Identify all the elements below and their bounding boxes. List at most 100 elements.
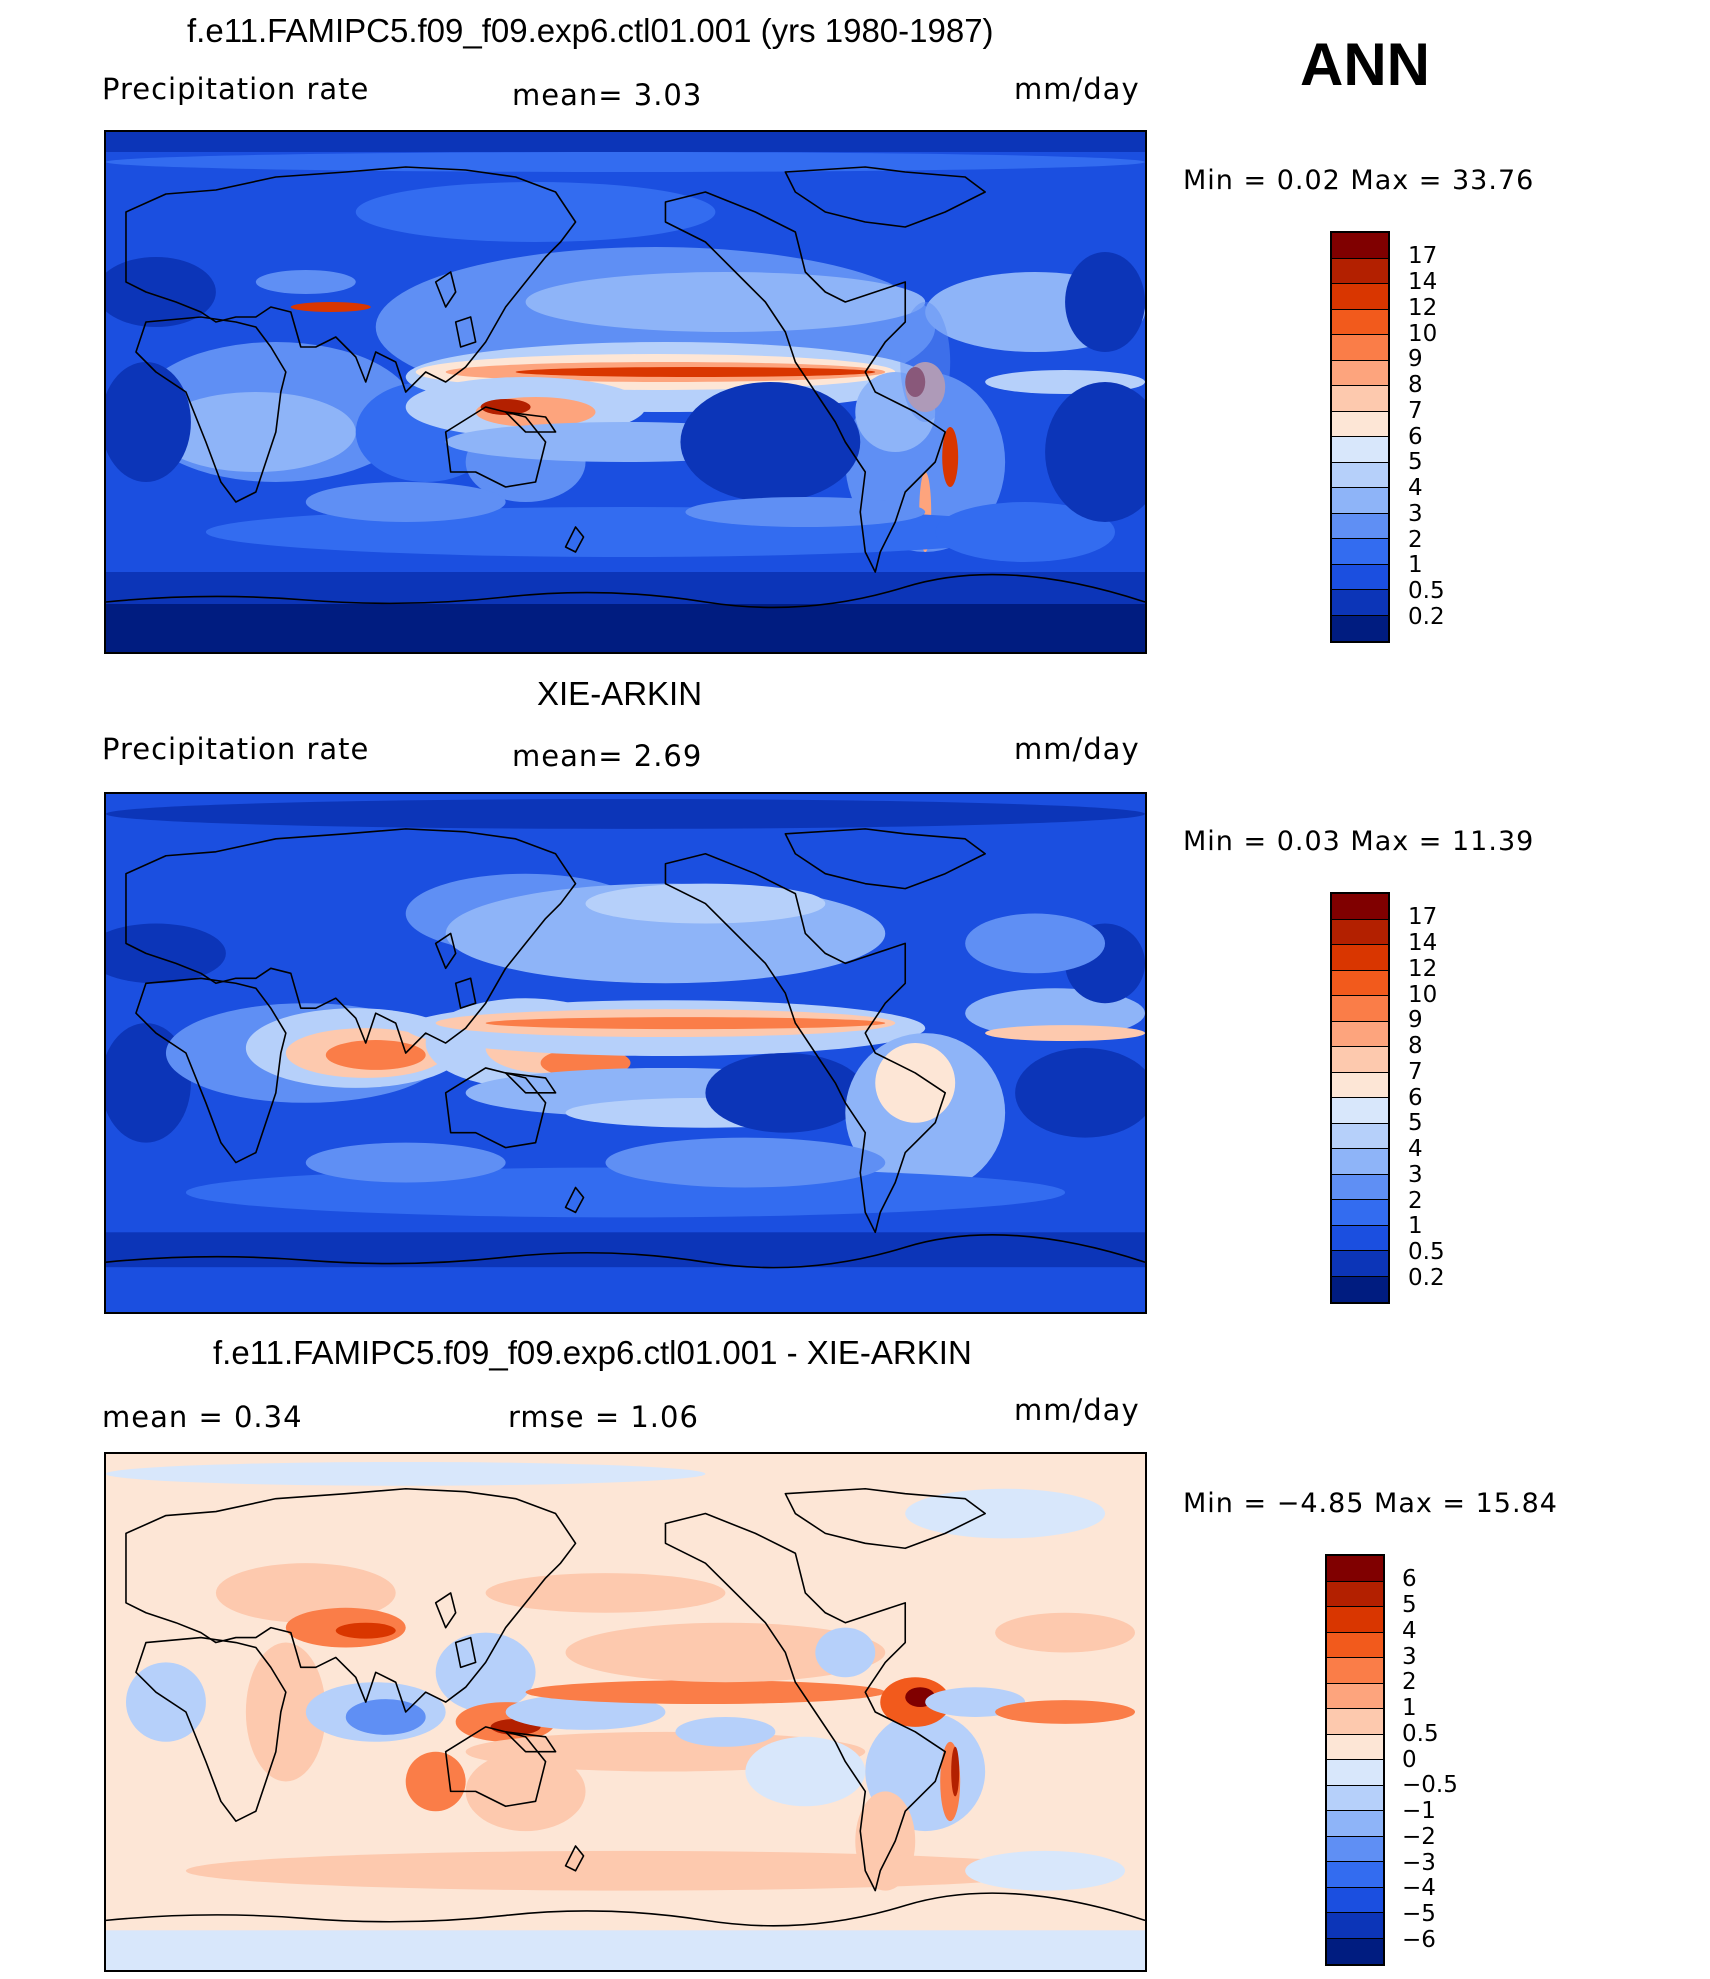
colorbar-tick-label: 10 (1408, 320, 1438, 347)
colorbar-swatch (1332, 1200, 1388, 1226)
colorbar-tick-label: 6 (1408, 423, 1423, 450)
colorbar-tick-label: 2 (1408, 526, 1423, 553)
colorbar-tick-label: 3 (1402, 1643, 1417, 1670)
colorbar-tick-label: 1 (1402, 1695, 1417, 1721)
colorbar-swatch (1332, 564, 1388, 590)
colorbar-swatch (1327, 1913, 1383, 1939)
colorbar-tick-label: 0 (1402, 1746, 1417, 1773)
colorbar-swatch (1332, 1251, 1388, 1277)
colorbar-swatch (1327, 1658, 1383, 1684)
colorbar-tick-label: 6 (1408, 1084, 1423, 1111)
panel-model-variable: Precipitation rate (102, 72, 370, 106)
colorbar-swatch (1327, 1581, 1383, 1607)
colorbar-tick-label: 7 (1408, 1058, 1423, 1085)
obs-precip-map (104, 792, 1147, 1314)
panel-diff-minmax: Min = −4.85 Max = 15.84 (1183, 1488, 1558, 1519)
colorbar-swatch (1327, 1734, 1383, 1760)
colorbar-swatch (1332, 1098, 1388, 1124)
colorbar-swatch (1327, 1556, 1383, 1582)
colorbar-tick-label: 1 (1408, 1213, 1423, 1240)
colorbar-swatch (1332, 284, 1388, 310)
panel-model-title: f.e11.FAMIPC5.f09_f09.exp6.ctl01.001 (yr… (187, 12, 994, 49)
colorbar-swatch (1332, 411, 1388, 437)
panel-diff-title: f.e11.FAMIPC5.f09_f09.exp6.ctl01.001 - X… (213, 1334, 972, 1371)
colorbar-tick-label: 5 (1408, 1110, 1423, 1137)
colorbar-swatch (1332, 945, 1388, 971)
colorbar-swatch (1332, 513, 1388, 539)
colorbar-swatch (1327, 1760, 1383, 1786)
panel-obs-units: mm/day (1014, 732, 1140, 766)
colorbar-swatch (1332, 615, 1388, 641)
colorbar-tick-label: 5 (1408, 449, 1423, 476)
colorbar-swatch (1327, 1785, 1383, 1811)
colorbar-tick-label: 8 (1408, 372, 1423, 398)
colorbar-swatch (1332, 386, 1388, 412)
colorbar-tick-label: 2 (1402, 1669, 1417, 1696)
colorbar-swatch (1327, 1862, 1383, 1888)
colorbar-tick-label: 17 (1408, 904, 1438, 931)
colorbar-tick-label: −1 (1402, 1798, 1436, 1824)
colorbar-swatch (1332, 539, 1388, 565)
colorbar-tick-label: −6 (1402, 1926, 1436, 1953)
diff-precip-map (104, 1452, 1147, 1972)
colorbar-tick-label: 0.5 (1408, 578, 1445, 604)
colorbar-tick-label: −3 (1402, 1849, 1436, 1876)
colorbar-swatch (1327, 1811, 1383, 1837)
panel-model-mean: mean= 3.03 (512, 78, 703, 112)
colorbar-tick-label: 10 (1408, 981, 1438, 1008)
colorbar-tick-label: 2 (1408, 1187, 1423, 1214)
colorbar-tick-label: 8 (1408, 1033, 1423, 1059)
panel-model-units: mm/day (1014, 72, 1140, 106)
colorbar-swatch (1327, 1632, 1383, 1658)
colorbar-swatch (1332, 1123, 1388, 1149)
colorbar-swatch (1327, 1836, 1383, 1862)
colorbar-diff (1325, 1554, 1385, 1966)
colorbar-tick-label: 3 (1408, 500, 1423, 527)
colorbar-tick-label: −4 (1402, 1875, 1436, 1902)
panel-diff-units: mm/day (1014, 1393, 1140, 1427)
colorbar-tick-label: 12 (1408, 955, 1438, 982)
colorbar-swatch (1332, 1149, 1388, 1175)
colorbar-tick-label: −2 (1402, 1823, 1436, 1850)
colorbar-swatch (1327, 1887, 1383, 1913)
colorbar-tick-label: 7 (1408, 397, 1423, 424)
colorbar-tick-label: 0.2 (1408, 603, 1445, 630)
panel-obs-title: XIE-ARKIN (537, 675, 703, 712)
colorbar-swatch (1332, 462, 1388, 488)
colorbar-tick-label: 14 (1408, 930, 1438, 956)
colorbar-tick-label: 0.5 (1402, 1720, 1439, 1747)
colorbar-obs (1330, 892, 1390, 1304)
colorbar-swatch (1332, 1174, 1388, 1200)
colorbar-tick-label: 9 (1408, 346, 1423, 373)
colorbar-tick-label: 5 (1402, 1592, 1417, 1618)
colorbar-swatch (1332, 1225, 1388, 1251)
colorbar-tick-label: 0.2 (1408, 1264, 1445, 1291)
colorbar-swatch (1332, 970, 1388, 996)
colorbar-swatch (1332, 309, 1388, 335)
colorbar-swatch (1327, 1683, 1383, 1709)
colorbar-swatch (1332, 590, 1388, 616)
colorbar-swatch (1332, 894, 1388, 920)
colorbar-model (1330, 231, 1390, 643)
colorbar-tick-label: 12 (1408, 294, 1438, 321)
panel-diff-rmse: rmse = 1.06 (508, 1400, 699, 1434)
colorbar-swatch (1332, 1047, 1388, 1073)
colorbar-swatch (1332, 488, 1388, 514)
season-label: ANN (1300, 31, 1430, 98)
colorbar-tick-label: 1 (1408, 552, 1423, 579)
colorbar-swatch (1332, 996, 1388, 1022)
panel-diff-mean: mean = 0.34 (102, 1400, 303, 1434)
model-precip-map (104, 130, 1147, 654)
colorbar-swatch (1332, 233, 1388, 259)
colorbar-swatch (1332, 1276, 1388, 1302)
panel-obs-mean: mean= 2.69 (512, 739, 703, 773)
panel-obs-variable: Precipitation rate (102, 732, 370, 766)
colorbar-swatch (1327, 1938, 1383, 1964)
colorbar-tick-label: 4 (1402, 1617, 1417, 1644)
colorbar-tick-label: 9 (1408, 1007, 1423, 1034)
colorbar-swatch (1332, 437, 1388, 463)
colorbar-swatch (1332, 258, 1388, 284)
colorbar-tick-label: −0.5 (1402, 1772, 1458, 1799)
colorbar-swatch (1327, 1709, 1383, 1735)
colorbar-swatch (1332, 360, 1388, 386)
